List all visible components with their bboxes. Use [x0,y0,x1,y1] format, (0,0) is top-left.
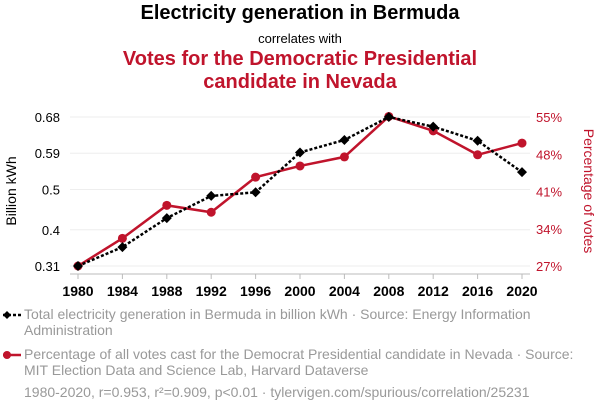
x-tick-label: 1980 [62,283,93,299]
chart-subtitle: correlates with [258,31,342,46]
series-1-point [428,121,439,132]
series-2-point [339,152,349,162]
x-tick-label: 2016 [462,283,493,299]
series-1-point [161,213,172,224]
y-right-tick-label: 55% [536,110,562,125]
y-left-tick-label: 0.4 [42,223,60,238]
x-tick-label: 2008 [373,283,404,299]
series-1-point [383,112,394,122]
series-1-point [250,187,261,198]
x-tick-label: 2012 [418,283,449,299]
legend-item-2: Percentage of all votes cast for the Dem… [24,346,584,378]
x-tick-label: 1988 [151,283,182,299]
chart-title-2-line1: Votes for the Democratic Presidential [122,48,478,70]
series-2-point [251,172,261,182]
x-tick-label: 2020 [506,283,537,299]
x-tick-label: 2004 [329,283,360,299]
legend-label-2: Percentage of all votes cast for the Dem… [24,346,574,378]
y-left-tick-label: 0.68 [35,110,60,125]
series-1-point [472,135,483,146]
y-right-tick-label: 34% [536,222,562,237]
y-right-axis-label: Percentage of votes [581,129,597,254]
series-1-point [206,190,217,201]
legend-label-1: Total electricity generation in Bermuda … [24,306,531,338]
y-left-axis-label: Billion kWh [3,156,19,225]
legend-marker-1-icon [3,311,11,319]
legend-item-1: Total electricity generation in Bermuda … [24,306,584,338]
x-tick-label: 2000 [284,283,315,299]
series-1-point [339,134,350,145]
footer-note: 1980-2020, r=0.953, r²=0.909, p<0.01 · t… [24,384,530,400]
series-2-point [473,150,483,160]
series-2-point [162,200,172,210]
series-2-point [117,233,127,243]
y-left-tick-label: 0.59 [35,146,60,161]
series-1-point [517,167,527,178]
y-right-tick-label: 48% [536,147,562,162]
series-1-point [295,147,305,158]
x-tick-label: 1996 [240,283,271,299]
series-2-line [77,115,523,268]
series-2-point [517,138,527,148]
y-right-tick-label: 27% [536,259,562,274]
series-2-point [206,207,216,217]
chart-title-2-line2: candidate in Nevada [203,71,397,93]
legend-marker-2-icon [3,351,11,359]
x-tick-label: 1984 [107,283,138,299]
series-1-point [73,261,83,271]
x-tick-label: 1992 [196,283,227,299]
series-1-point [117,242,128,253]
series-2-point [295,161,305,171]
y-left-tick-label: 0.31 [35,259,60,274]
chart-title-2: Votes for the Democratic Presidential ca… [0,48,600,94]
series-1-line [77,115,523,268]
y-left-tick-label: 0.5 [42,182,60,197]
chart-title: Electricity generation in Bermuda [140,2,460,24]
y-right-tick-label: 41% [536,185,562,200]
